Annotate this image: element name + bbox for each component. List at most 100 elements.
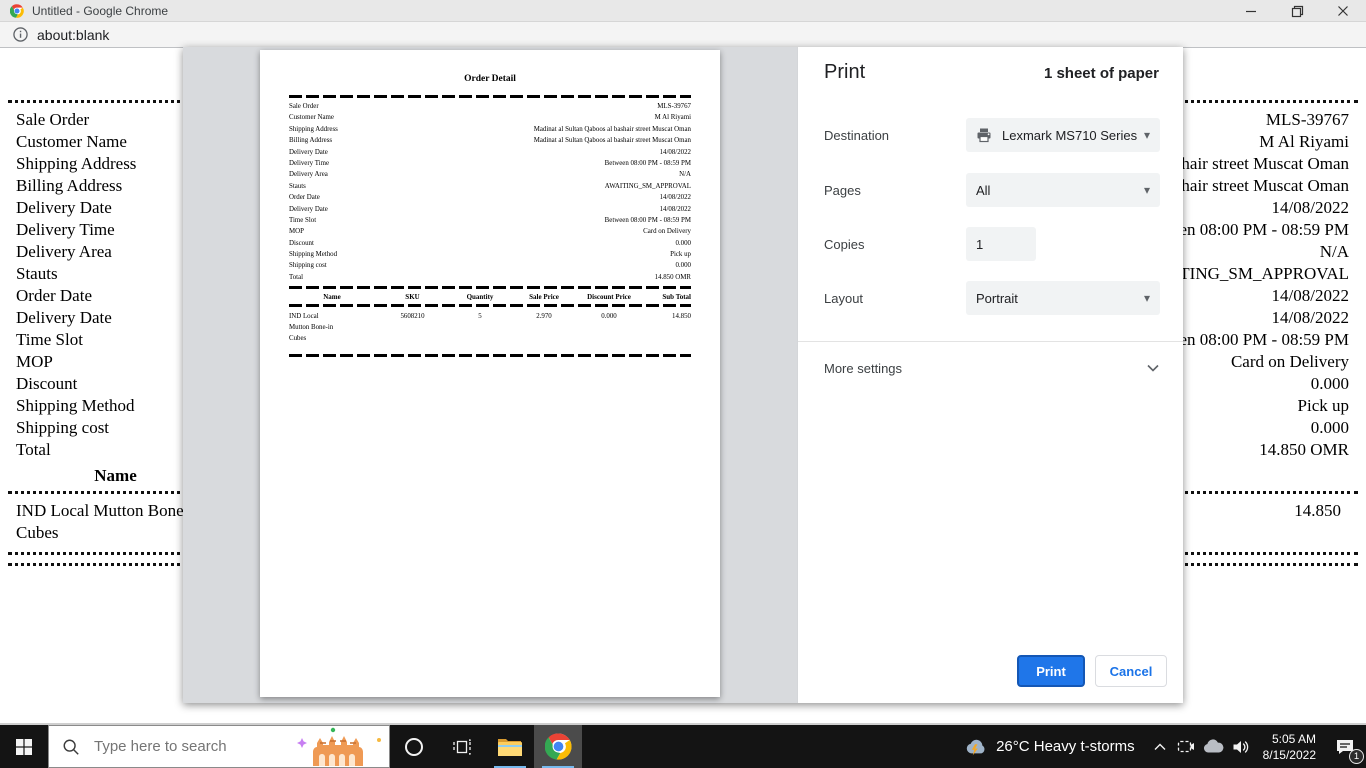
detail-row: Discount 0.000 (289, 238, 691, 249)
onedrive-icon (1203, 739, 1224, 753)
detail-label: Time Slot (289, 216, 317, 224)
detail-row: Stauts AWAITING_SM_APPROVAL (289, 181, 691, 192)
caret-down-icon: ▾ (1143, 128, 1150, 142)
clock-time: 5:05 AM (1271, 731, 1316, 746)
detail-row: Customer Name M Al Riyami (8, 131, 1358, 153)
minimize-button[interactable] (1228, 0, 1274, 22)
detail-row: Stauts AWAITING_SM_APPROVAL (8, 263, 1358, 285)
detail-row: Shipping Method Pick up (289, 249, 691, 260)
detail-value: Card on Delivery (1230, 352, 1349, 371)
detail-row: Order Date 14/08/2022 (289, 192, 691, 203)
detail-value: Between 08:00 PM - 08:59 PM (1136, 330, 1349, 349)
sheet-count: 1 sheet of paper (1043, 65, 1159, 82)
detail-label: Delivery Area (16, 242, 112, 261)
printer-icon (976, 127, 992, 143)
detail-value: 14/08/2022 (659, 148, 691, 156)
item-cell-text: 0.000 (601, 313, 617, 321)
destination-label: Destination (824, 127, 890, 143)
start-button[interactable] (0, 725, 48, 768)
chrome-logo-icon (10, 3, 24, 18)
detail-label: Order Date (16, 286, 92, 305)
open-app-indicator (542, 765, 574, 768)
detail-row: Sale Order MLS-39767 (8, 109, 1358, 131)
item-cell-name: IND Local Mutton Bone-in Cubes (8, 500, 223, 544)
detail-value: MLS-39767 (657, 103, 691, 110)
detail-label: Shipping Method (16, 396, 135, 415)
weather-widget[interactable]: 26°C Heavy t-storms (956, 725, 1147, 768)
window-title: Untitled - Google Chrome (32, 3, 169, 18)
task-view-button[interactable] (438, 725, 486, 768)
layout-label: Layout (824, 290, 864, 306)
volume-button[interactable] (1227, 725, 1255, 768)
tray-overflow-button[interactable] (1147, 725, 1173, 768)
cancel-button-label: Cancel (1109, 663, 1153, 679)
detail-value: N/A (1319, 242, 1349, 261)
detail-label: Delivery Area (289, 171, 328, 179)
search-input[interactable] (92, 737, 296, 756)
order-detail-table: Sale Order MLS-39767 Customer Name M Al Riy… (8, 100, 1358, 566)
detail-label: Delivery Date (16, 198, 112, 217)
detail-value: 14/08/2022 (1271, 308, 1349, 327)
detail-label: MOP (289, 228, 304, 236)
detail-value: N/A (679, 171, 691, 179)
action-center-icon (1337, 739, 1353, 754)
onedrive-button[interactable] (1199, 725, 1227, 768)
detail-label: Stauts (289, 182, 306, 190)
action-center-button[interactable]: 1 (1324, 725, 1366, 768)
items-header-quantity: Quantity (466, 292, 494, 301)
item-cell-text: 2.970 (536, 313, 552, 321)
detail-label: Billing Address (16, 176, 123, 195)
print-dialog: Order Detail Sale Order MLS-39767 Customer… (183, 47, 1183, 703)
more-settings-toggle[interactable]: More settings (824, 355, 1159, 381)
divider (289, 304, 691, 308)
detail-row: Time Slot Between 08:00 PM - 08:59 PM (8, 329, 1358, 351)
detail-value: Card on Delivery (643, 228, 691, 236)
detail-row: Customer Name M Al Riyami (289, 112, 691, 123)
layout-select[interactable]: Portrait ▾ (966, 281, 1160, 315)
taskbar-clock[interactable]: 5:05 AM 8/15/2022 (1255, 725, 1324, 768)
url-bar[interactable]: about:blank (0, 22, 1366, 48)
more-settings-label: More settings (824, 360, 903, 376)
pages-select[interactable]: All ▾ (966, 173, 1160, 207)
copies-input[interactable] (966, 227, 1036, 261)
detail-row: Delivery Date 14/08/2022 (8, 307, 1358, 329)
item-cell-text: 5608210 (400, 313, 425, 321)
items-header-sale_price: Sale Price (529, 292, 559, 301)
print-button[interactable]: Print (1017, 655, 1085, 687)
detail-value: 14/08/2022 (659, 205, 691, 213)
caret-down-icon: ▾ (1143, 291, 1150, 305)
detail-row: Discount 0.000 (8, 373, 1358, 395)
minimize-icon (1246, 10, 1256, 13)
item-cell-text: IND Local Mutton Bone-in Cubes (289, 313, 334, 343)
detail-row: Shipping cost 0.000 (8, 417, 1358, 439)
detail-value: Madinat al Sultan Qaboos al bashair stre… (533, 125, 691, 133)
meet-now-button[interactable] (1173, 725, 1199, 768)
destination-select[interactable]: Lexmark MS710 Series ▾ (966, 118, 1160, 152)
detail-value: 0.000 (1310, 374, 1349, 393)
detail-label: Customer Name (289, 114, 334, 122)
restore-icon (1291, 5, 1303, 17)
cancel-button[interactable]: Cancel (1095, 655, 1167, 687)
detail-label: Shipping Method (289, 251, 338, 259)
divider (798, 341, 1183, 342)
detail-row: Shipping cost 0.000 (289, 260, 691, 271)
info-icon[interactable] (13, 27, 28, 42)
taskbar-search[interactable] (48, 725, 390, 768)
detail-value: 0.000 (675, 262, 691, 270)
restore-button[interactable] (1274, 0, 1320, 22)
detail-row: Sale Order MLS-39767 (289, 101, 691, 112)
chrome-taskbar-button[interactable] (534, 725, 582, 768)
detail-row: Shipping Method Pick up (8, 395, 1358, 417)
cortana-button[interactable] (390, 725, 438, 768)
print-settings-panel: Print 1 sheet of paper Destination Lexma… (797, 47, 1183, 703)
close-button[interactable] (1320, 0, 1366, 22)
detail-label: Order Date (289, 194, 320, 202)
detail-row: Shipping Address Madinat al Sultan Qaboos… (289, 124, 691, 135)
close-icon (1338, 6, 1348, 16)
detail-value: M Al Riyami (1259, 132, 1349, 151)
detail-row: MOP Card on Delivery (8, 351, 1358, 373)
folder-icon (498, 738, 522, 756)
file-explorer-button[interactable] (486, 725, 534, 768)
item-cell-text: 14.850 (672, 313, 691, 321)
